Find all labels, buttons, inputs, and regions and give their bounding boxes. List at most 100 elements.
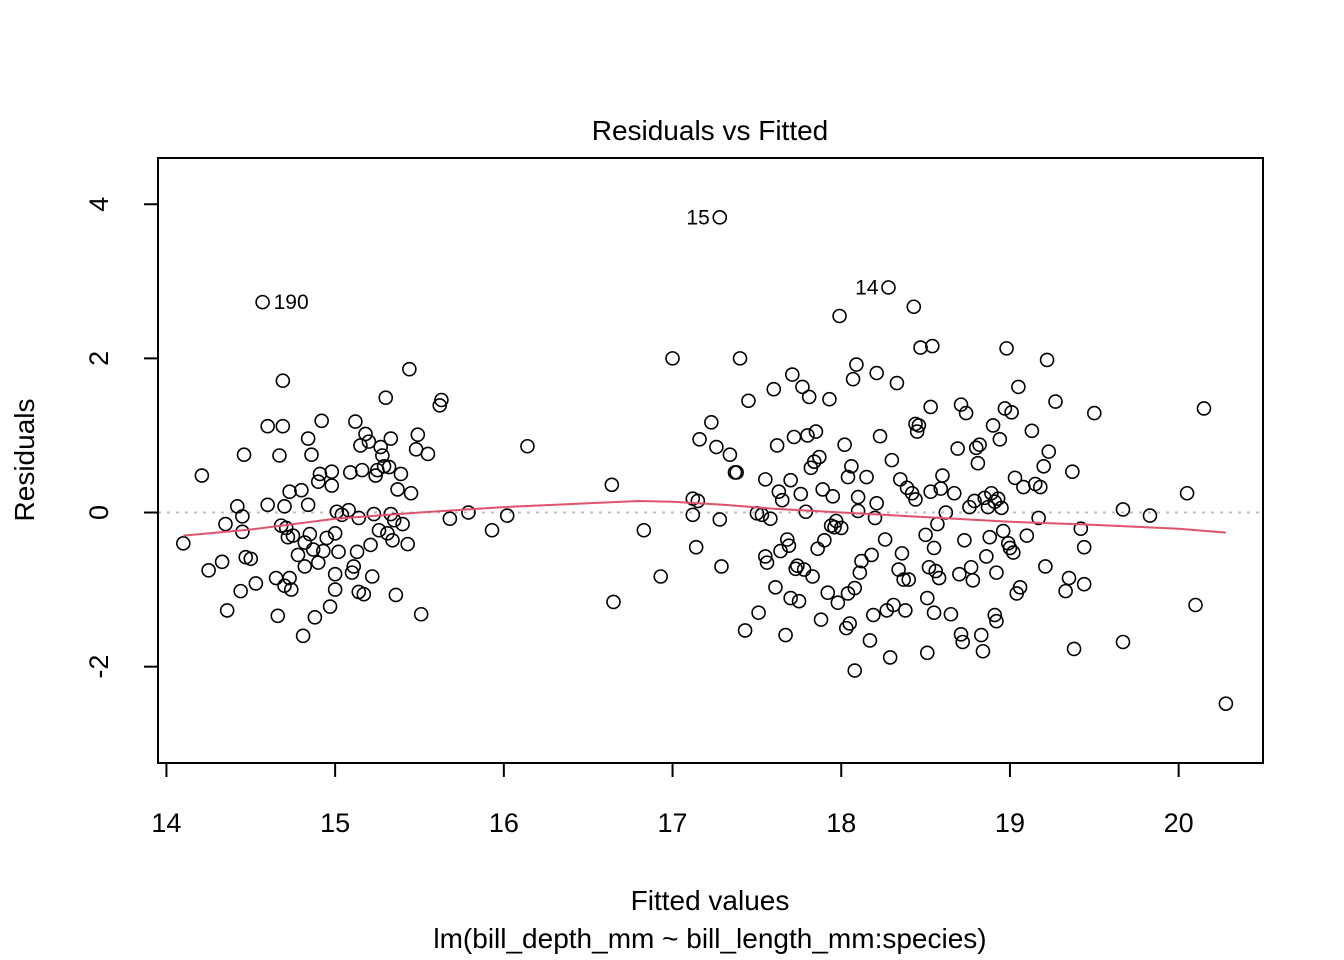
data-point	[850, 489, 866, 505]
data-point	[808, 424, 824, 439]
data-point	[1188, 597, 1203, 613]
data-point	[896, 572, 911, 587]
data-point	[778, 627, 793, 643]
data-point	[849, 357, 864, 372]
data-point	[1016, 479, 1031, 495]
data-point	[194, 468, 210, 483]
data-point	[973, 627, 989, 643]
data-point	[704, 415, 719, 430]
data-point	[919, 590, 935, 606]
data-point	[344, 565, 360, 580]
data-point	[972, 437, 987, 453]
data-point	[1179, 485, 1195, 501]
y-tick-label: 4	[84, 197, 114, 212]
data-point	[1041, 444, 1057, 459]
data-point	[729, 465, 744, 480]
data-point	[783, 472, 798, 488]
data-point	[886, 597, 901, 613]
data-point	[305, 542, 321, 557]
data-point-labeled	[881, 280, 896, 295]
data-point	[1006, 545, 1021, 560]
data-point	[955, 634, 971, 650]
data-point	[928, 563, 944, 579]
x-axis: 14 15 16 17 18 19 20	[151, 762, 1194, 838]
data-point	[963, 559, 979, 575]
data-point	[356, 586, 372, 602]
data-point	[786, 429, 802, 445]
data-point	[312, 466, 328, 482]
data-point	[307, 610, 323, 625]
data-point	[300, 431, 316, 446]
data-point	[979, 549, 994, 564]
data-point	[801, 389, 817, 405]
data-point	[324, 464, 340, 479]
data-point	[1218, 696, 1234, 711]
data-point	[1086, 405, 1102, 421]
data-point	[1061, 570, 1077, 586]
data-point	[331, 544, 346, 560]
data-point	[817, 532, 832, 548]
chart-title: Residuals vs Fitted	[592, 115, 829, 146]
data-point	[484, 522, 500, 538]
data-point	[1048, 394, 1063, 409]
data-point	[275, 418, 291, 434]
data-point	[950, 441, 965, 456]
data-point	[889, 375, 905, 391]
data-point	[499, 508, 515, 523]
data-point	[1115, 502, 1131, 517]
data-point-labeled	[255, 294, 270, 310]
data-point	[783, 590, 798, 606]
data-point	[314, 413, 329, 429]
data-point	[371, 522, 387, 538]
data-point	[975, 643, 991, 659]
point-label-15: 15	[686, 206, 709, 229]
data-point	[403, 485, 419, 501]
data-point	[925, 338, 940, 354]
data-point	[832, 308, 847, 324]
data-point	[690, 493, 706, 509]
data-point	[378, 390, 394, 405]
data-point	[1004, 405, 1019, 420]
data-point	[806, 454, 822, 469]
data-point	[327, 526, 343, 541]
data-point	[665, 351, 680, 366]
data-point	[987, 607, 1003, 623]
data-point	[774, 492, 790, 508]
data-point	[899, 480, 915, 496]
data-point	[1011, 379, 1026, 395]
data-point	[201, 563, 216, 578]
data-point	[894, 546, 910, 561]
data-point	[1002, 540, 1018, 556]
data-point	[800, 428, 815, 443]
point-label-14: 14	[855, 276, 879, 299]
data-point	[842, 616, 857, 631]
data-point	[636, 522, 652, 538]
data-point	[373, 439, 388, 455]
data-point	[758, 549, 773, 564]
data-point	[388, 587, 404, 603]
data-point	[233, 583, 248, 599]
data-point	[995, 523, 1011, 539]
data-point	[990, 491, 1006, 506]
data-point	[926, 605, 942, 621]
data-point	[810, 541, 825, 557]
data-point	[815, 482, 830, 497]
data-point	[176, 536, 191, 551]
data-point	[884, 452, 900, 468]
data-point	[604, 477, 620, 493]
data-point	[653, 569, 669, 584]
data-point	[946, 485, 962, 501]
data-point	[768, 579, 783, 595]
data-point	[282, 570, 297, 586]
data-point	[763, 511, 778, 526]
data-point	[847, 663, 863, 678]
data-point	[906, 299, 922, 315]
data-point	[235, 509, 250, 524]
data-point	[1019, 528, 1035, 543]
data-point	[1065, 464, 1080, 479]
data-point	[869, 495, 884, 511]
x-tick-label: 18	[826, 808, 856, 838]
data-point	[952, 566, 967, 582]
data-point	[909, 424, 925, 439]
data-points	[176, 210, 1234, 711]
